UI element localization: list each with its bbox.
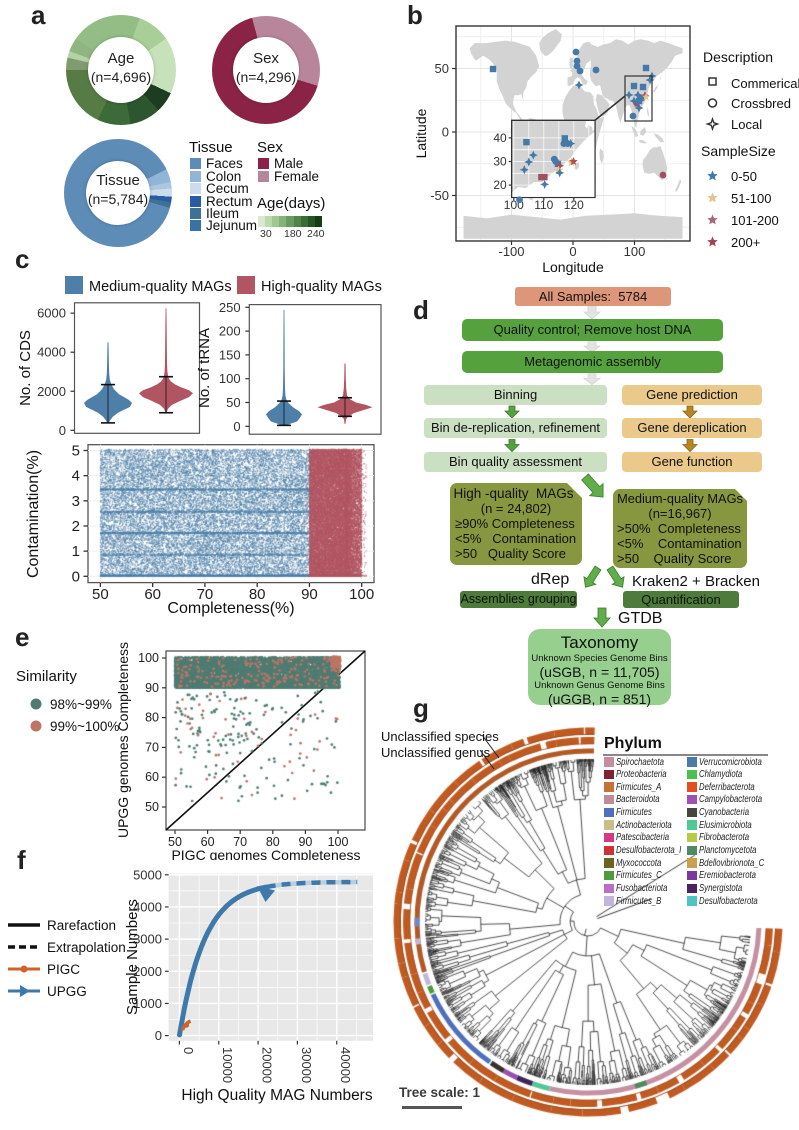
svg-text:200+: 200+ <box>731 235 760 250</box>
svg-text:Crossbred: Crossbred <box>731 96 791 111</box>
svg-text:0-50: 0-50 <box>731 169 757 184</box>
svg-text:1000: 1000 <box>133 996 162 1011</box>
svg-text:20: 20 <box>493 178 507 192</box>
svg-text:0: 0 <box>569 244 576 259</box>
svg-text:4000: 4000 <box>133 899 162 914</box>
svg-text:2000: 2000 <box>133 964 162 979</box>
svg-text:-100: -100 <box>498 244 524 259</box>
svg-text:40: 40 <box>493 131 507 145</box>
svg-text:20000: 20000 <box>260 1047 275 1083</box>
svg-text:100: 100 <box>624 244 646 259</box>
svg-text:PIGC: PIGC <box>47 962 80 977</box>
svg-text:Commerical: Commerical <box>731 76 799 91</box>
svg-text:UPGG: UPGG <box>47 984 87 999</box>
svg-text:Local: Local <box>731 117 762 132</box>
svg-text:Description: Description <box>703 49 773 65</box>
svg-text:-50: -50 <box>430 188 449 203</box>
svg-text:10000: 10000 <box>220 1047 235 1083</box>
svg-text:Rarefaction: Rarefaction <box>47 918 116 933</box>
svg-text:0: 0 <box>155 1028 162 1043</box>
svg-text:SampleSize: SampleSize <box>701 143 776 159</box>
svg-text:0: 0 <box>181 1047 196 1054</box>
svg-text:101-200: 101-200 <box>731 213 779 228</box>
svg-text:30: 30 <box>493 155 507 169</box>
svg-text:Latitude: Latitude <box>413 108 429 158</box>
svg-text:51-100: 51-100 <box>731 191 771 206</box>
svg-text:5000: 5000 <box>133 867 162 882</box>
svg-text:0: 0 <box>442 125 449 140</box>
svg-text:30000: 30000 <box>299 1047 314 1083</box>
svg-text:3000: 3000 <box>133 932 162 947</box>
svg-text:Extrapolation: Extrapolation <box>47 940 126 955</box>
svg-text:120: 120 <box>564 198 584 212</box>
svg-text:110: 110 <box>534 198 553 212</box>
svg-text:50: 50 <box>435 61 449 76</box>
svg-text:40000: 40000 <box>338 1047 353 1083</box>
svg-text:Sample Numbers: Sample Numbers <box>124 899 141 1015</box>
svg-text:Longitude: Longitude <box>542 259 604 275</box>
svg-text:High Quality MAG Numbers: High Quality MAG Numbers <box>181 1087 372 1104</box>
